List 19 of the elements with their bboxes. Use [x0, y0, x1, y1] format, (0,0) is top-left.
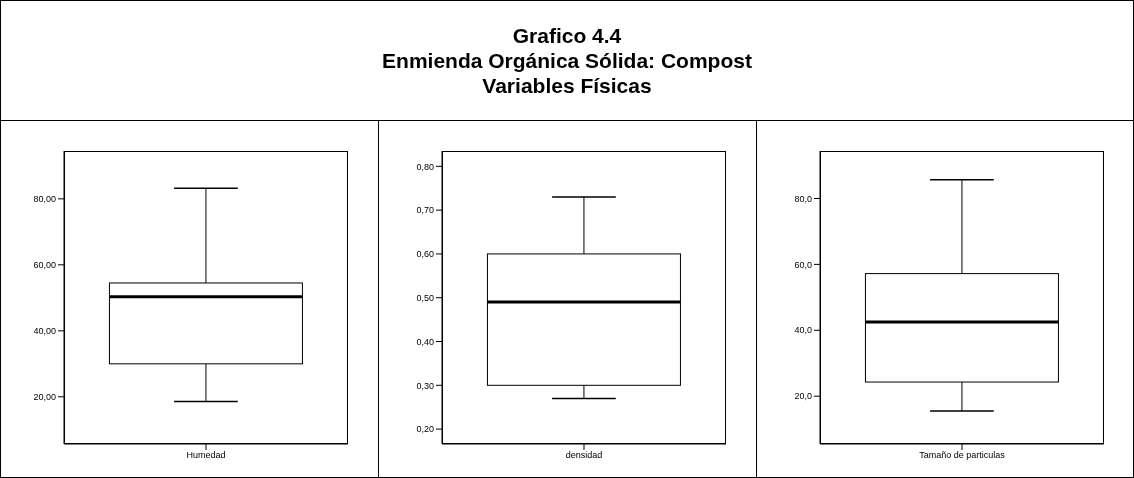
y-tick-label: 0,80: [416, 161, 434, 172]
y-tick-label: 0,20: [416, 424, 434, 435]
y-tick-label: 60,00: [33, 260, 56, 271]
y-tick-label: 60,0: [794, 259, 812, 270]
x-tick-label: Humedad: [186, 450, 226, 461]
y-tick-label: 0,30: [416, 380, 434, 391]
x-tick-label: densidad: [565, 450, 603, 461]
y-tick-label: 20,00: [33, 392, 56, 403]
y-tick-label: 0,60: [416, 249, 434, 260]
y-tick-label: 20,0: [794, 391, 812, 402]
y-tick-label: 0,40: [416, 336, 434, 347]
y-tick-label: 40,0: [794, 325, 812, 336]
chart-title: Grafico 4.4 Enmienda Orgánica Sólida: Compost Variables Físicas: [1, 1, 1133, 121]
y-tick-label: 0,70: [416, 205, 434, 216]
x-tick-label: Tamaño de particulas: [919, 450, 1006, 461]
y-tick-label: 0,50: [416, 292, 434, 303]
y-tick-label: 80,00: [33, 194, 56, 205]
y-tick-label: 80,0: [794, 193, 812, 204]
y-tick-label: 40,00: [33, 326, 56, 337]
